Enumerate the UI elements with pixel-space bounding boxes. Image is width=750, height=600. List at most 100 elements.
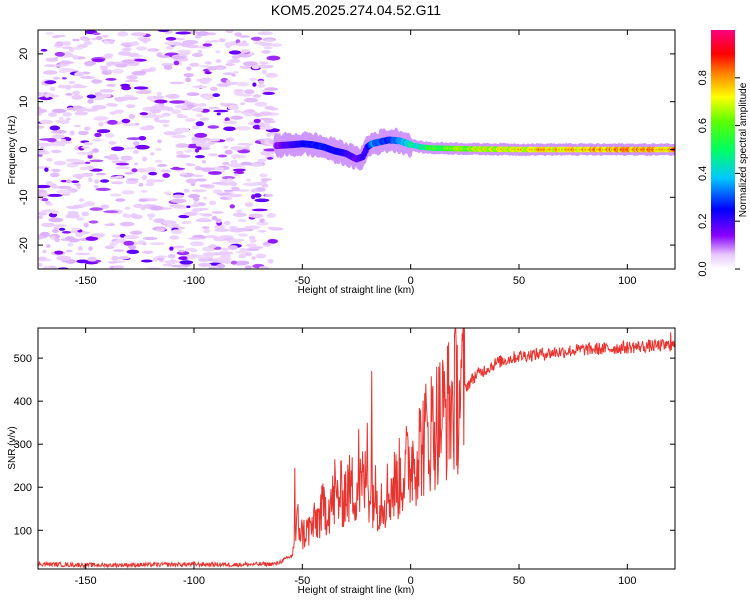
noise-cell <box>126 249 140 254</box>
noise-cell <box>184 149 193 153</box>
noise-cell <box>134 123 140 126</box>
noise-cell <box>48 94 59 98</box>
noise-cell <box>117 256 130 260</box>
colorbar-gradient <box>711 30 735 269</box>
noise-cell <box>186 103 195 109</box>
noise-cell <box>49 86 56 92</box>
noise-cell <box>202 43 213 47</box>
noise-cell <box>61 231 72 234</box>
noise-cell <box>211 211 224 214</box>
noise-cell <box>106 69 112 74</box>
noise-cell <box>66 107 75 111</box>
noise-cell <box>164 41 175 45</box>
noise-cell <box>239 65 253 70</box>
spectrogram-x-ticks: -150 -100 -50 0 50 100 <box>75 30 637 287</box>
noise-cell <box>211 40 220 43</box>
snr-marks <box>38 328 675 569</box>
noise-cell <box>138 136 147 141</box>
noise-cell <box>103 210 119 214</box>
noise-cell <box>172 194 185 199</box>
noise-cell <box>90 233 106 238</box>
noise-cell <box>110 176 119 179</box>
noise-cell <box>262 69 267 75</box>
noise-cell <box>55 130 67 134</box>
noise-cell <box>163 260 180 264</box>
noise-cell <box>224 149 233 155</box>
noise-cell <box>157 163 168 167</box>
noise-cell <box>41 222 56 227</box>
noise-cell <box>223 145 229 149</box>
noise-cell <box>134 162 139 166</box>
noise-cell <box>266 213 276 218</box>
noise-cell <box>131 32 147 37</box>
noise-cell <box>156 91 162 96</box>
noise-cell <box>49 172 60 178</box>
colorbar-label: Normalized spectral amplitude <box>738 82 749 217</box>
noise-cell <box>211 215 218 221</box>
noise-cell <box>217 154 227 158</box>
noise-cell <box>257 84 266 88</box>
noise-cell <box>142 236 158 241</box>
noise-cell <box>216 112 221 116</box>
noise-cell <box>139 70 147 75</box>
noise-cell <box>40 231 50 237</box>
noise-cell <box>218 182 232 186</box>
noise-cell <box>104 245 115 249</box>
noise-cell <box>83 40 93 46</box>
noise-cell <box>111 68 124 74</box>
x-tick-label: 50 <box>513 275 525 287</box>
noise-cell <box>113 249 125 252</box>
colorbar-tick-label: 0.8 <box>697 70 709 85</box>
noise-cell <box>176 115 189 119</box>
x-tick-label: 50 <box>513 575 525 587</box>
noise-cell <box>118 51 132 56</box>
noise-cell <box>230 159 238 165</box>
noise-cell <box>210 86 218 91</box>
noise-cell <box>54 237 60 243</box>
noise-cell <box>199 65 211 68</box>
noise-cell <box>176 150 184 155</box>
noise-cell <box>124 147 138 150</box>
x-tick-label: 100 <box>618 275 636 287</box>
noise-cell <box>38 256 47 261</box>
noise-cell <box>88 246 93 251</box>
noise-cell <box>186 205 191 209</box>
noise-cell <box>238 93 253 97</box>
noise-cell <box>152 257 158 262</box>
noise-cell <box>39 138 55 141</box>
noise-cell <box>260 151 272 156</box>
noise-cell <box>191 208 199 212</box>
noise-cell <box>53 160 67 166</box>
noise-cell <box>142 250 154 254</box>
noise-cell <box>236 227 250 232</box>
noise-cell <box>38 96 53 101</box>
noise-cell <box>86 94 97 99</box>
x-tick-label: -150 <box>75 575 97 587</box>
noise-cell <box>79 198 84 202</box>
chart-title: KOM5.2025.274.04.52.G11 <box>271 2 441 18</box>
noise-cell <box>197 137 212 142</box>
noise-cell <box>49 125 60 131</box>
noise-cell <box>38 142 52 147</box>
noise-cell <box>121 86 132 91</box>
noise-cell <box>251 256 256 260</box>
noise-cell <box>259 218 265 223</box>
noise-cell <box>91 105 107 110</box>
noise-cell <box>209 244 217 249</box>
colorbar: 0.0 0.2 0.4 0.6 0.8 Normalized spectral ampl… <box>697 30 749 277</box>
noise-cell <box>79 166 89 171</box>
noise-cell <box>186 66 192 71</box>
noise-cell <box>157 139 162 144</box>
noise-cell <box>165 46 174 50</box>
noise-cell <box>202 252 217 256</box>
noise-cell <box>236 189 250 192</box>
noise-cell <box>248 162 264 167</box>
noise-cell <box>198 46 211 49</box>
noise-cell <box>148 217 153 220</box>
noise-cell <box>55 185 72 189</box>
noise-cell <box>162 173 170 178</box>
noise-cell <box>89 159 104 163</box>
noise-cell <box>218 38 226 43</box>
noise-cell <box>126 178 139 181</box>
